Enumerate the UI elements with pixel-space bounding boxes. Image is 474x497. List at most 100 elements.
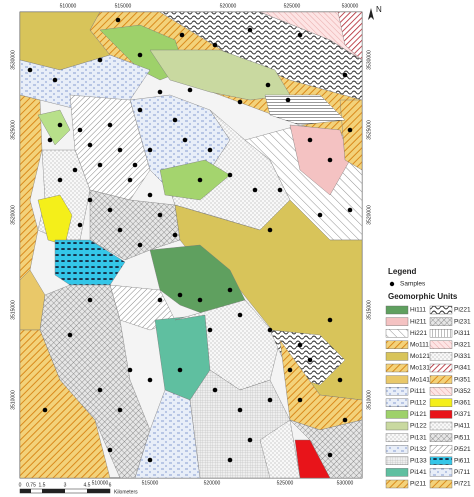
sample-point — [57, 122, 63, 128]
sample-point — [337, 377, 343, 383]
unit-area — [294, 439, 331, 479]
legend-swatch — [429, 340, 453, 349]
legend-swatch — [385, 317, 409, 326]
sample-point — [265, 82, 271, 88]
scale-bar-seg — [20, 489, 31, 493]
legend-unit-label: Pi371 — [454, 411, 471, 418]
unit-area — [159, 159, 231, 201]
legend-unit-label: Mo131 — [410, 365, 430, 372]
north-arrow-icon — [368, 8, 374, 20]
northing-label: 3525000 — [10, 120, 16, 140]
legend-unit-label: Pi141 — [410, 469, 427, 476]
legend-unit-label: Pi131 — [410, 434, 427, 441]
sample-point — [87, 142, 93, 148]
sample-point — [347, 127, 353, 133]
sample-point — [127, 367, 133, 373]
sample-point — [107, 447, 113, 453]
sample-point — [137, 107, 143, 113]
legend-unit-label: Pi411 — [454, 423, 471, 430]
legend-swatch — [385, 479, 409, 489]
legend-unit-label: Mo111 — [410, 342, 429, 349]
northing-label: 3520000 — [10, 205, 16, 225]
sample-point — [77, 127, 83, 133]
unit-area — [259, 419, 301, 479]
sample-point — [132, 162, 138, 168]
sample-point — [127, 177, 133, 183]
easting-label: 530000 — [342, 3, 359, 9]
sample-point — [115, 17, 121, 23]
legend-unit-label: Pi341 — [454, 365, 471, 372]
legend-units-title: Geomorphic Units — [388, 292, 458, 301]
unit-area — [339, 99, 363, 171]
sample-point — [277, 187, 283, 193]
legend-title: Legend — [388, 267, 417, 276]
sample-point — [327, 317, 333, 323]
sample-point — [97, 387, 103, 393]
sample-point — [237, 99, 243, 105]
legend-unit-label: Pi331 — [454, 353, 471, 360]
north-label: N — [376, 5, 382, 14]
sample-point — [347, 207, 353, 213]
sample-point — [42, 407, 48, 413]
sample-point — [297, 397, 303, 403]
unit-area — [134, 389, 201, 479]
legend-swatch — [385, 375, 409, 384]
sample-point — [297, 342, 303, 348]
sample-point — [252, 187, 258, 193]
unit-area — [289, 124, 351, 196]
legend-swatch — [429, 398, 453, 407]
sample-point — [157, 212, 163, 218]
sample-point — [342, 417, 348, 423]
legend-swatch — [429, 410, 453, 419]
sample-point — [307, 357, 313, 363]
sample-point — [237, 407, 243, 413]
legend-unit-label: Pi311 — [454, 330, 471, 337]
legend-unit-label: Hi111 — [410, 307, 426, 314]
legend-swatch — [385, 410, 409, 419]
sample-point — [77, 222, 83, 228]
legend-unit-label: Pi111 — [410, 388, 426, 395]
northing-label: 3525000 — [366, 120, 372, 140]
sample-point — [207, 147, 213, 153]
sample-point — [297, 32, 303, 38]
sample-point — [267, 227, 273, 233]
legend-swatch — [385, 398, 409, 407]
sample-point — [247, 437, 253, 443]
unit-area — [19, 329, 111, 479]
scale-tick-label: 1.5 — [39, 482, 46, 488]
sample-point — [327, 452, 333, 458]
legend-swatch — [385, 421, 409, 431]
legend-swatch — [385, 305, 409, 315]
easting-label: 520000 — [220, 3, 237, 9]
legend-swatch — [429, 375, 453, 384]
legend-swatch — [385, 456, 409, 465]
legend-swatch — [429, 363, 453, 373]
sample-point — [172, 232, 178, 238]
unit-area — [264, 94, 346, 126]
sample-point — [57, 177, 63, 183]
sample-points — [27, 17, 353, 463]
scale-unit: Kilometers — [114, 489, 138, 495]
sample-point — [307, 137, 313, 143]
legend-unit-label: Pi351 — [454, 376, 471, 383]
legend-samples: Samples — [400, 281, 426, 288]
scale-tick-label: 6 — [109, 482, 112, 488]
legend-sample-symbol — [389, 281, 395, 287]
sample-point — [157, 297, 163, 303]
sample-point — [177, 292, 183, 298]
sample-point — [247, 27, 253, 33]
northing-label: 3530000 — [10, 50, 16, 70]
legend-unit-label: Pi521 — [454, 446, 471, 453]
sample-point — [97, 162, 103, 168]
easting-label: 510000 — [60, 3, 77, 9]
legend-unit-label: Pi321 — [454, 342, 471, 349]
legend-unit-label: Pi122 — [410, 423, 427, 430]
easting-label: 530000 — [337, 480, 354, 486]
sample-point — [342, 72, 348, 78]
sample-point — [172, 117, 178, 123]
legend-unit-label: Mo141 — [410, 376, 430, 383]
scale-tick-label: 0 — [19, 482, 22, 488]
sample-point — [147, 147, 153, 153]
legend-swatch — [429, 352, 453, 361]
